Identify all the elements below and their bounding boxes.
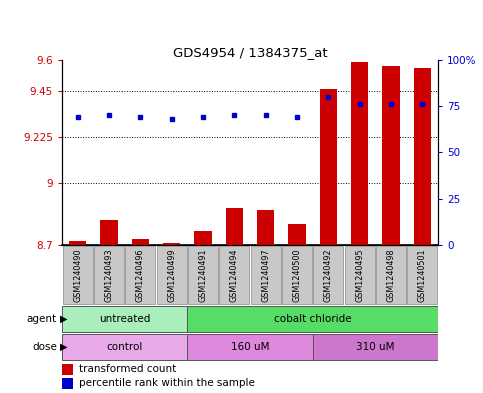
Bar — [251, 246, 281, 305]
Text: GSM1240499: GSM1240499 — [167, 248, 176, 302]
Text: GSM1240498: GSM1240498 — [386, 248, 396, 302]
Bar — [94, 246, 124, 305]
Text: 310 uM: 310 uM — [356, 342, 395, 352]
Text: GSM1240492: GSM1240492 — [324, 248, 333, 302]
Bar — [313, 334, 438, 360]
Bar — [62, 334, 187, 360]
Bar — [414, 68, 431, 245]
Text: GSM1240494: GSM1240494 — [230, 248, 239, 302]
Bar — [407, 246, 438, 305]
Text: GSM1240491: GSM1240491 — [199, 248, 208, 302]
Bar — [313, 246, 343, 305]
Bar — [351, 62, 368, 245]
Text: GSM1240496: GSM1240496 — [136, 248, 145, 302]
Text: cobalt chloride: cobalt chloride — [274, 314, 352, 324]
Text: untreated: untreated — [99, 314, 150, 324]
Bar — [376, 246, 406, 305]
Text: GSM1240501: GSM1240501 — [418, 248, 427, 302]
Bar — [63, 246, 93, 305]
Bar — [187, 334, 313, 360]
Bar — [383, 66, 399, 245]
Text: GSM1240497: GSM1240497 — [261, 248, 270, 302]
Bar — [320, 89, 337, 245]
Bar — [132, 239, 149, 245]
Bar — [187, 307, 438, 332]
Text: ▶: ▶ — [60, 314, 68, 324]
Bar — [62, 307, 187, 332]
Bar — [194, 231, 212, 245]
Bar — [226, 208, 243, 245]
Bar — [288, 224, 306, 245]
Text: transformed count: transformed count — [79, 364, 176, 375]
Text: control: control — [106, 342, 143, 352]
Text: 160 uM: 160 uM — [231, 342, 269, 352]
Bar — [188, 246, 218, 305]
Bar — [62, 378, 72, 389]
Bar — [69, 241, 86, 245]
Text: agent: agent — [27, 314, 57, 324]
Bar — [282, 246, 312, 305]
Text: percentile rank within the sample: percentile rank within the sample — [79, 378, 255, 389]
Text: GSM1240490: GSM1240490 — [73, 248, 82, 302]
Bar — [257, 210, 274, 245]
Bar — [163, 243, 180, 245]
Text: GSM1240500: GSM1240500 — [293, 248, 301, 302]
Bar — [62, 364, 72, 375]
Title: GDS4954 / 1384375_at: GDS4954 / 1384375_at — [173, 46, 327, 59]
Bar — [100, 220, 118, 245]
Text: ▶: ▶ — [60, 342, 68, 352]
Text: dose: dose — [32, 342, 57, 352]
Text: GSM1240495: GSM1240495 — [355, 248, 364, 302]
Bar — [219, 246, 249, 305]
Bar — [345, 246, 375, 305]
Bar — [125, 246, 156, 305]
Bar — [156, 246, 187, 305]
Text: GSM1240493: GSM1240493 — [104, 248, 114, 302]
